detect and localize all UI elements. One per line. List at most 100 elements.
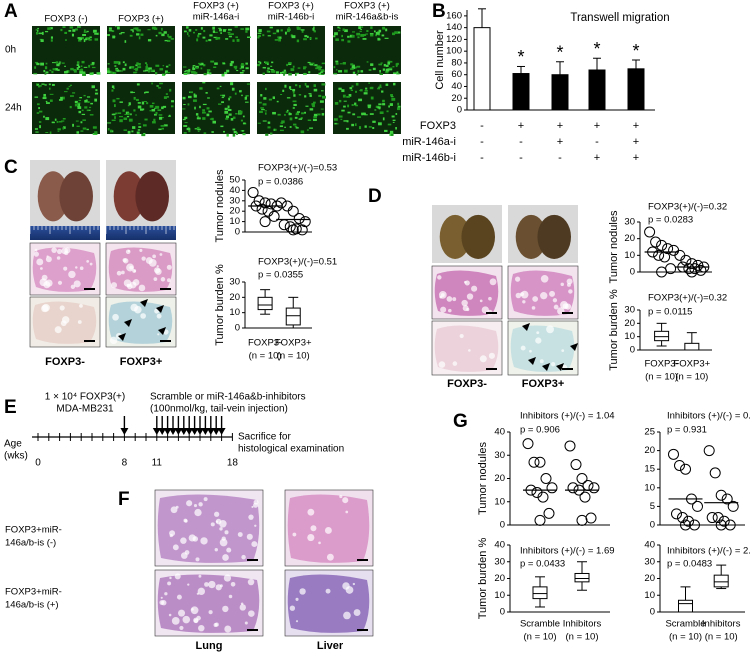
- column-label: Lung: [196, 640, 223, 652]
- cell-speck: [338, 87, 342, 90]
- arrowhead: [118, 333, 126, 341]
- cell-speck: [347, 104, 350, 108]
- y-tick-label: 10: [644, 482, 655, 493]
- cell-speck: [301, 30, 304, 33]
- cell-speck: [202, 64, 206, 67]
- tissue-spot: [539, 359, 544, 364]
- cell-speck: [369, 113, 374, 115]
- cell-speck: [227, 108, 232, 112]
- cell-speck: [263, 97, 267, 100]
- cell-speck: [391, 97, 396, 101]
- cell-speck: [277, 113, 281, 116]
- cell-speck: [38, 110, 43, 113]
- x-tick-note: (n = 10): [669, 632, 702, 643]
- cell-speck: [360, 28, 362, 30]
- cell-speck: [347, 35, 350, 38]
- cell-speck: [84, 99, 87, 103]
- cell-speck: [75, 28, 78, 31]
- cell-speck: [362, 112, 366, 116]
- significance-star: *: [556, 43, 563, 63]
- data-point: [695, 264, 707, 276]
- tissue-spot: [299, 588, 306, 595]
- x-tick-label: Scramble: [520, 619, 560, 630]
- cell-speck: [130, 113, 132, 116]
- y-tick-label: 30: [229, 195, 240, 206]
- tissue-spot: [479, 355, 487, 363]
- tissue-spot: [186, 500, 193, 507]
- cell-speck: [350, 63, 354, 66]
- cell-speck: [355, 104, 358, 107]
- cell-speck: [45, 30, 49, 33]
- annotation: Inhibitors (+)/(-) = 1.69: [520, 546, 615, 557]
- cell-speck: [162, 105, 167, 108]
- cell-speck: [36, 62, 40, 66]
- cell-speck: [154, 113, 157, 116]
- cell-speck: [225, 115, 230, 119]
- column-header: miR-146a-i: [193, 12, 239, 23]
- cell-speck: [318, 72, 322, 75]
- tissue-spot: [343, 611, 351, 620]
- cell-speck: [377, 34, 381, 36]
- cell-speck: [163, 31, 167, 34]
- tissue-spot: [164, 592, 168, 596]
- box: [713, 574, 729, 588]
- y-axis-label: Tumor burden %: [477, 538, 489, 620]
- y-tick-label: 40: [451, 81, 462, 92]
- cell-speck: [385, 28, 388, 32]
- cell-speck: [79, 71, 84, 74]
- bar: [512, 73, 530, 111]
- tissue-spot: [109, 336, 118, 345]
- cell-speck: [262, 34, 265, 37]
- cell-speck: [44, 84, 47, 86]
- cell-speck: [350, 68, 354, 70]
- cell-speck: [129, 66, 132, 69]
- cell-speck: [188, 129, 191, 133]
- cell-speck: [384, 37, 389, 39]
- data-point: [247, 186, 259, 198]
- cell-speck: [364, 114, 368, 116]
- cell-speck: [277, 36, 280, 39]
- tissue-spot: [532, 296, 539, 302]
- cell-speck: [44, 73, 47, 75]
- tissue-spot: [215, 584, 222, 591]
- data-point: [528, 456, 540, 468]
- cell-speck: [56, 63, 60, 67]
- cell-speck: [239, 71, 244, 74]
- cell-speck: [115, 67, 119, 70]
- cell-speck: [392, 121, 395, 123]
- cell-speck: [220, 125, 224, 128]
- cell-speck: [240, 28, 244, 30]
- cell-speck: [357, 36, 360, 39]
- cell-speck: [153, 118, 156, 122]
- y-tick-label: 30: [494, 556, 505, 567]
- cell-speck: [392, 32, 396, 36]
- tissue-spot: [34, 248, 38, 252]
- cell-speck: [356, 32, 361, 36]
- timeline-tick-label: 8: [122, 458, 128, 469]
- y-tick-label: 10: [494, 496, 505, 507]
- cell-speck: [40, 39, 44, 43]
- cell-speck: [187, 126, 190, 128]
- tissue-spot: [86, 259, 90, 263]
- cell-speck: [148, 69, 150, 73]
- cell-speck: [368, 69, 372, 71]
- cell-speck: [257, 34, 261, 38]
- cell-speck: [142, 70, 147, 72]
- cell-speck: [233, 65, 238, 69]
- tissue-spot: [540, 291, 548, 300]
- cell-speck: [258, 101, 262, 104]
- cell-speck: [81, 113, 86, 116]
- cell-speck: [144, 118, 148, 121]
- data-point: [689, 519, 700, 531]
- cell-speck: [238, 90, 242, 93]
- cell-speck: [385, 83, 389, 86]
- cell-speck: [235, 132, 239, 135]
- cell-speck: [81, 109, 84, 112]
- condition-label: miR-146a-i: [402, 136, 456, 148]
- tissue-spot: [239, 604, 246, 611]
- cell-speck: [207, 97, 210, 99]
- cell-speck: [202, 109, 206, 112]
- tissue-spot: [353, 609, 361, 616]
- cell-speck: [75, 120, 79, 122]
- tissue-spot: [221, 536, 226, 541]
